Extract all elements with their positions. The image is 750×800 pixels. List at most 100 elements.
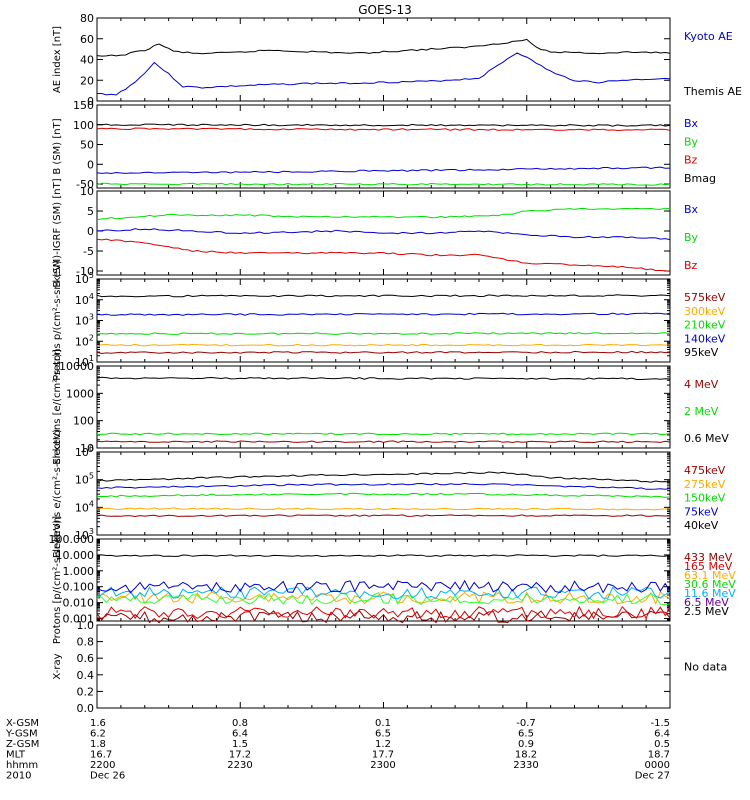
y-axis-label: X-ray (52, 653, 63, 679)
legend-entry: 300keV (684, 305, 726, 318)
legend-entry: 475keV (684, 464, 726, 477)
legend-entry: 150keV (684, 492, 726, 505)
y-tick-label: 10000 (59, 360, 94, 373)
legend-entry: 30.6 MeV (684, 578, 736, 591)
y-tick-label: 100.000 (49, 533, 95, 546)
legend-entry: Bx (684, 117, 699, 130)
y-tick-label: -5 (83, 245, 94, 258)
x-row-value: 0.1 (375, 718, 391, 729)
x-row-label: MLT (6, 750, 26, 761)
x-row-value: -0.7 (516, 718, 536, 729)
series-line-2-2 (96, 182, 671, 186)
x-row-label: X-GSM (6, 718, 39, 729)
y-tick-label: 103 (75, 313, 94, 328)
no-data-label: No data (684, 661, 727, 674)
x-row-value: 6.2 (90, 729, 106, 740)
y-tick-label: -50 (76, 178, 94, 191)
panel-6: 103 104 105 106 Electrons e/(cm²-s-sr-keV) 47… (52, 429, 726, 558)
y-tick-label: 10 (80, 442, 94, 455)
y-tick-label: 20 (80, 74, 94, 87)
x-row-value: 1.6 (90, 718, 106, 729)
series-line-2-4 (96, 123, 671, 127)
y-tick-label: 1000 (66, 387, 94, 400)
page-title: GOES-13 (358, 3, 412, 17)
legend-entry: Bx (684, 203, 699, 216)
series-line-7-5 (96, 586, 671, 600)
y-tick-label: 0 (87, 225, 94, 238)
y-tick-label: -10 (76, 265, 94, 278)
y-axis-label: B (SM) [nT] (52, 118, 63, 174)
series-line-1-1 (97, 52, 671, 96)
legend-entry: 6.5 MeV (684, 596, 729, 609)
panel-1: 0 20 40 60 80 AE index [nT] Kyoto AE Themis AE (52, 12, 742, 108)
y-tick-label: 104 (75, 292, 94, 307)
legend-entry: 575keV (684, 291, 726, 304)
panel-frame (96, 104, 671, 189)
y-axis-label: AE index [nT] (52, 26, 63, 93)
y-axis-label: Electrons [e/(cm²-s-sr)] (52, 349, 63, 465)
y-tick-label: 0.100 (63, 581, 95, 594)
y-axis-label: Protons p/(cm²-s-sr-keV) (52, 260, 63, 381)
x-row-label: 2010 (6, 771, 31, 782)
legend-entry: 40keV (684, 519, 719, 532)
y-tick-label: 1.0 (77, 619, 95, 632)
legend-entry: Themis AE (683, 85, 742, 98)
legend-entry: 4 MeV (684, 378, 719, 391)
series-line-6-5 (96, 471, 671, 483)
legend-entry: 2.5 MeV (684, 605, 729, 618)
y-tick-label: 0.2 (77, 685, 95, 698)
x-row-value: 2330 (513, 760, 538, 771)
x-row-label: hhmm (6, 760, 38, 771)
legend-entry: 63.1 MeV (684, 569, 736, 582)
y-tick-label: 5 (87, 205, 94, 218)
series-line-5-3 (96, 376, 671, 380)
panel-frame (96, 624, 671, 709)
y-tick-label: 104 (75, 499, 94, 514)
y-tick-label: 105 (75, 472, 94, 487)
y-tick-label: 0.010 (63, 597, 95, 610)
y-axis-label: B (SM)-IGRF (SM) [nT] (52, 178, 63, 287)
x-row-value: 17.7 (372, 750, 394, 761)
series-line-6-4 (96, 482, 671, 490)
y-tick-label: 0.0 (77, 702, 95, 715)
x-row-value: 17.2 (229, 750, 251, 761)
x-row-value: 6.4 (654, 729, 670, 740)
x-row-value: Dec 26 (90, 771, 125, 782)
legend-entry: Kyoto AE (684, 30, 733, 43)
y-tick-label: 0.6 (77, 652, 95, 665)
x-row-value: 1.8 (90, 739, 106, 750)
x-row-value: 0.8 (232, 718, 248, 729)
y-tick-label: 100 (73, 119, 94, 132)
y-tick-label: 150 (73, 99, 94, 112)
series-line-4-3 (96, 332, 671, 335)
legend-entry: Bmag (684, 172, 716, 185)
series-line-2-3 (96, 127, 671, 132)
y-tick-label: 0 (87, 158, 94, 171)
x-axis-table: X-GSM 1.6 0.8 0.1 -0.7 -1.5 Y-GSM 6.2 6.4 6.5 6.5 6… (5, 718, 670, 782)
x-row-value: 6.4 (232, 729, 248, 740)
series-line-4-4 (96, 312, 671, 316)
y-tick-label: 10 (80, 185, 94, 198)
legend-entry: Bz (684, 259, 698, 272)
legend-entry: 140keV (684, 332, 726, 345)
y-tick-label: 106 (75, 444, 94, 459)
panel-frame (96, 17, 671, 102)
x-row-value: 16.7 (90, 750, 112, 761)
y-axis-label: Electrons e/(cm²-s-sr-keV) (52, 429, 63, 558)
legend-entry: By (684, 135, 699, 148)
y-tick-label: 0.8 (77, 636, 95, 649)
legend-entry: By (684, 231, 699, 244)
y-axis-label: Protons [p/(cm²-s-sr-keV)] (52, 516, 63, 644)
y-tick-label: 0.001 (63, 613, 95, 626)
x-row-value: 1.5 (232, 739, 248, 750)
series-line-7-2 (96, 605, 671, 620)
series-line-7-7 (96, 554, 671, 557)
x-row-value: 2300 (370, 760, 395, 771)
legend-entry: 11.6 MeV (684, 587, 736, 600)
series-line-5-2 (96, 432, 671, 436)
x-row-value: 6.5 (518, 729, 534, 740)
panel-frame (96, 451, 671, 536)
